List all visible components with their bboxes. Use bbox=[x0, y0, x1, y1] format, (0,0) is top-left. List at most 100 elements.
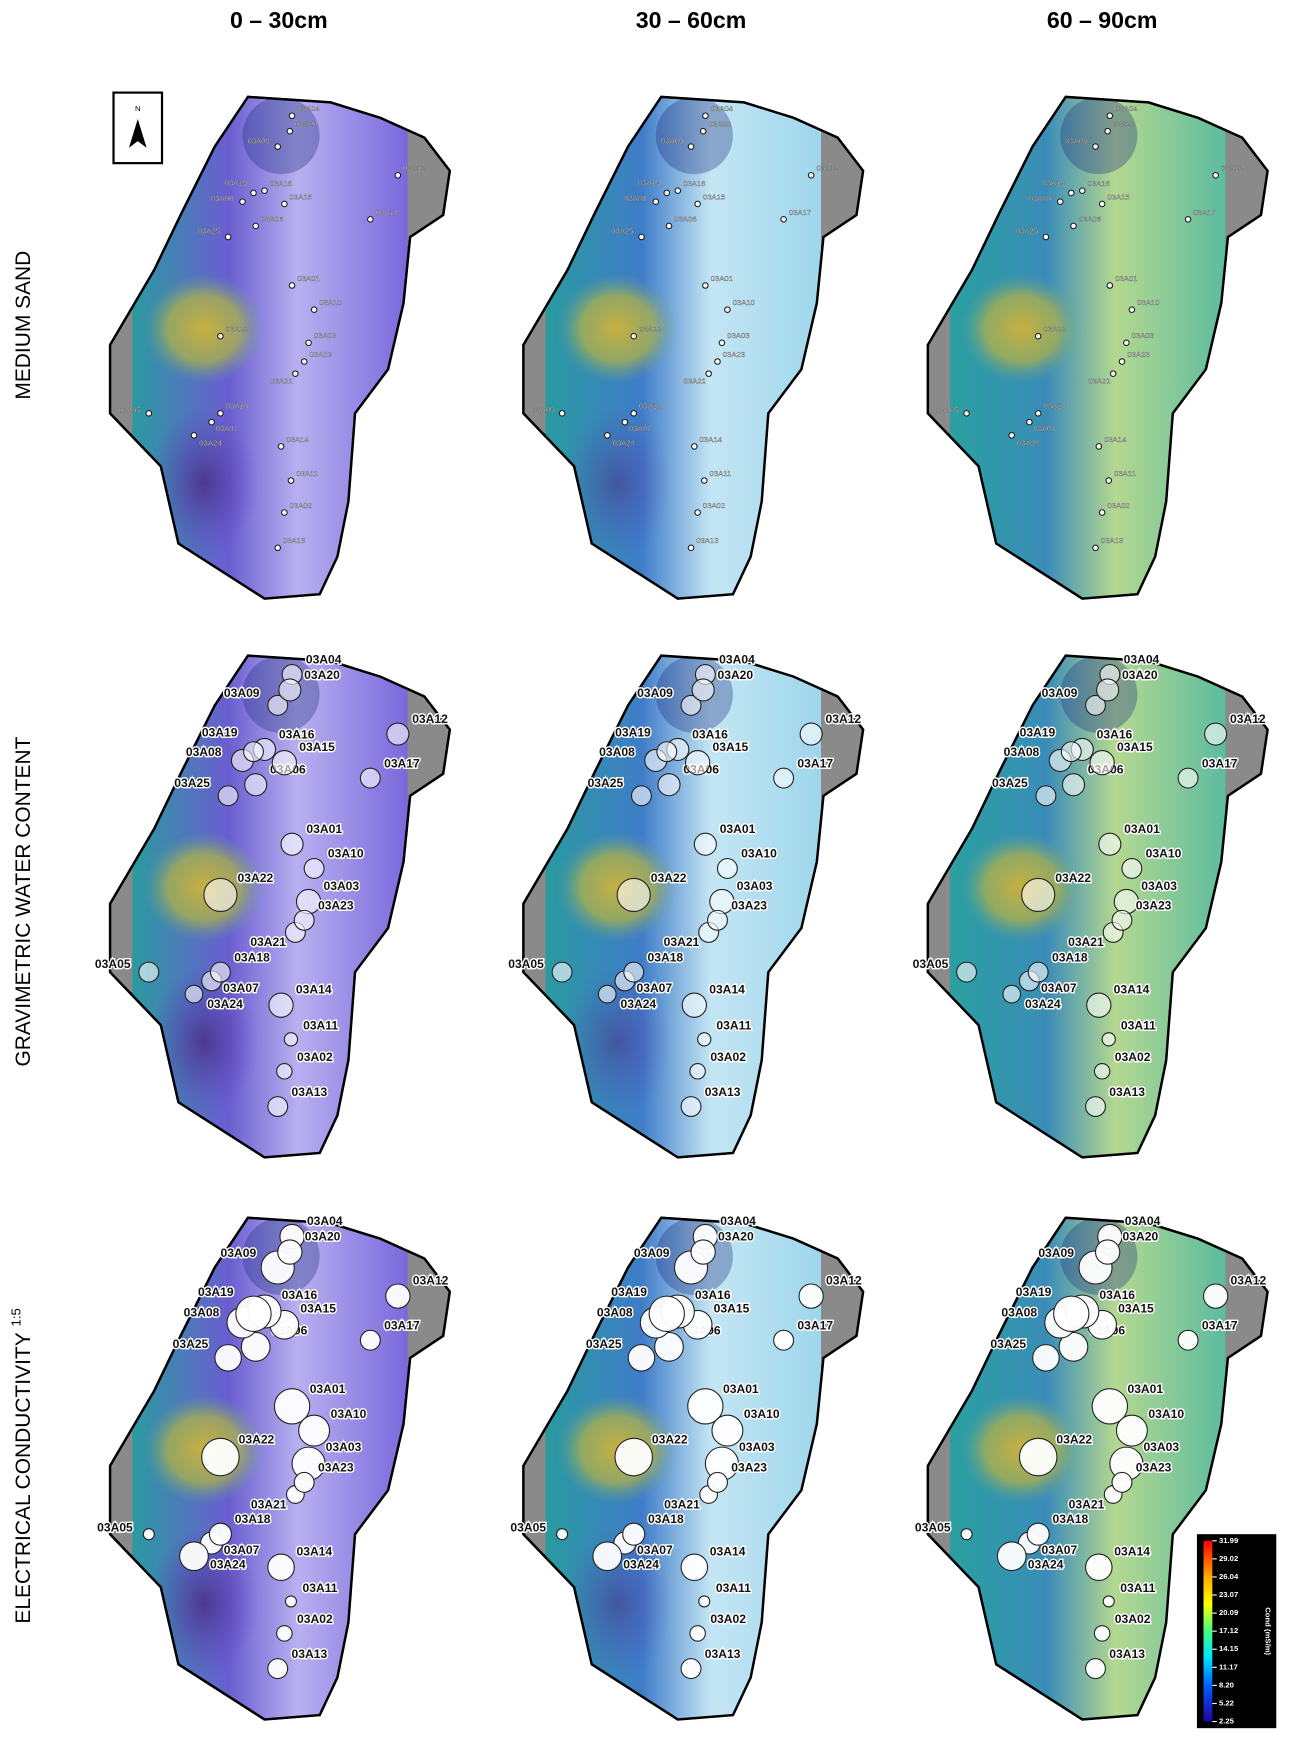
sample-point bbox=[1103, 1596, 1114, 1607]
sample-point bbox=[1027, 1523, 1049, 1545]
sample-point bbox=[236, 1296, 271, 1331]
row-header: ELECTRICAL CONDUCTIVITY 1:5 bbox=[8, 1308, 35, 1623]
sample-point bbox=[1119, 359, 1125, 365]
sample-point bbox=[277, 1064, 292, 1079]
sample-point bbox=[639, 234, 645, 240]
sample-point bbox=[282, 201, 288, 207]
sample-label: 03A05 bbox=[532, 406, 554, 415]
sample-point bbox=[146, 411, 152, 417]
sample-point bbox=[299, 1415, 330, 1446]
sample-label: 03A01 bbox=[1124, 822, 1160, 836]
sample-point bbox=[209, 419, 215, 425]
sample-label: 03A22 bbox=[651, 871, 687, 885]
sample-label: 03A24 bbox=[207, 997, 243, 1011]
sample-label: 03A03 bbox=[739, 1440, 775, 1454]
sample-label: 03A01 bbox=[310, 1382, 346, 1396]
sample-label: 03A02 bbox=[297, 1612, 333, 1626]
sample-point bbox=[1027, 419, 1033, 425]
sample-label: 03A04 bbox=[1115, 104, 1138, 113]
sample-label: 03A03 bbox=[314, 331, 336, 340]
sample-point bbox=[698, 1033, 711, 1046]
sample-label: 03A21 bbox=[684, 377, 706, 386]
sample-point bbox=[781, 217, 787, 223]
column-header: 30 – 60cm bbox=[636, 7, 747, 33]
sample-label: 03A05 bbox=[119, 406, 141, 415]
sample-point bbox=[1087, 993, 1111, 1017]
colorbar-tick-label: 23.07 bbox=[1219, 1590, 1238, 1599]
sample-label: 03A19 bbox=[615, 725, 651, 739]
sample-point bbox=[623, 1523, 645, 1545]
sample-point bbox=[294, 1472, 314, 1492]
sample-label: 03A24 bbox=[1017, 438, 1040, 447]
sample-label: 03A23 bbox=[1136, 1461, 1172, 1475]
column-header: 0 – 30cm bbox=[230, 7, 328, 33]
sample-point bbox=[631, 411, 637, 417]
colorbar-tick-label: 11.17 bbox=[1219, 1662, 1238, 1671]
colorbar-tick-label: 17.12 bbox=[1219, 1626, 1238, 1635]
sample-point bbox=[725, 307, 731, 313]
sample-label: 03A24 bbox=[1028, 1557, 1064, 1571]
sample-label: 03A12 bbox=[412, 712, 448, 726]
sample-label: 03A17 bbox=[789, 208, 811, 217]
sample-point bbox=[225, 234, 231, 240]
sample-point bbox=[557, 1529, 568, 1540]
sample-label: 03A25 bbox=[174, 776, 210, 790]
sample-label: 03A03 bbox=[1141, 879, 1177, 893]
sample-point bbox=[204, 878, 237, 911]
sample-label: 03A14 bbox=[1114, 1544, 1150, 1558]
sample-point bbox=[1071, 223, 1077, 229]
sample-point bbox=[1069, 190, 1075, 196]
hillshade-right bbox=[821, 650, 876, 804]
sample-point bbox=[275, 144, 281, 150]
sample-label: 03A07 bbox=[1033, 424, 1055, 433]
row-header: GRAVIMETRIC WATER CONTENT bbox=[12, 736, 35, 1066]
sample-label: 03A25 bbox=[1016, 227, 1038, 236]
sample-label: 03A09 bbox=[221, 1246, 257, 1260]
sample-point bbox=[278, 1240, 302, 1264]
sample-label: 03A18 bbox=[234, 950, 270, 964]
sample-point bbox=[706, 371, 712, 377]
colorbar-tick-label: 29.02 bbox=[1219, 1554, 1238, 1563]
sample-point bbox=[311, 307, 317, 313]
sample-label: 03A08 bbox=[186, 745, 222, 759]
sample-label: 03A05 bbox=[95, 957, 131, 971]
map-blob bbox=[961, 832, 1082, 942]
sample-label: 03A14 bbox=[296, 983, 332, 997]
north-arrow: N bbox=[114, 93, 162, 164]
sample-label: 03A23 bbox=[318, 1461, 354, 1475]
sample-label: 03A22 bbox=[238, 871, 274, 885]
sample-label: 03A07 bbox=[1041, 981, 1077, 995]
sample-point bbox=[218, 411, 224, 417]
sample-label: 03A24 bbox=[623, 1557, 659, 1571]
sample-point bbox=[961, 1529, 972, 1540]
sample-label: 03A16 bbox=[695, 1288, 731, 1302]
sample-point bbox=[1213, 173, 1219, 179]
sample-label: 03A13 bbox=[705, 1647, 741, 1661]
map-panel: 03A0103A0203A0303A0403A0503A0603A0703A08… bbox=[518, 92, 876, 610]
sample-label: 03A04 bbox=[307, 1214, 343, 1228]
hillshade-right bbox=[408, 650, 463, 804]
sample-point bbox=[1178, 1330, 1198, 1350]
sample-label: 03A22 bbox=[1043, 325, 1065, 334]
sample-label: 03A07 bbox=[636, 981, 672, 995]
sample-label: 03A14 bbox=[1114, 983, 1150, 997]
map-panel: 03A0103A0203A0303A0403A0503A0603A0703A08… bbox=[913, 650, 1281, 1168]
sample-point bbox=[1028, 962, 1048, 982]
sample-label: 03A22 bbox=[226, 325, 248, 334]
sample-label: 03A07 bbox=[223, 981, 259, 995]
sample-point bbox=[1185, 217, 1191, 223]
sample-label: 03A23 bbox=[318, 899, 354, 913]
sample-label: 03A25 bbox=[611, 227, 633, 236]
sample-point bbox=[664, 190, 670, 196]
sample-label: 03A03 bbox=[323, 879, 359, 893]
figure: 03A0103A0203A0303A0403A0503A0603A0703A08… bbox=[0, 0, 1295, 1737]
sample-point bbox=[301, 359, 307, 365]
sample-label: 03A05 bbox=[510, 1520, 546, 1534]
sample-point bbox=[1035, 411, 1041, 417]
sample-point bbox=[1036, 786, 1056, 806]
sample-point bbox=[287, 128, 293, 134]
sample-label: 03A24 bbox=[1025, 997, 1061, 1011]
sample-label: 03A09 bbox=[248, 136, 270, 145]
sample-label: 03A23 bbox=[731, 899, 767, 913]
sample-label: 03A12 bbox=[1231, 1274, 1267, 1288]
